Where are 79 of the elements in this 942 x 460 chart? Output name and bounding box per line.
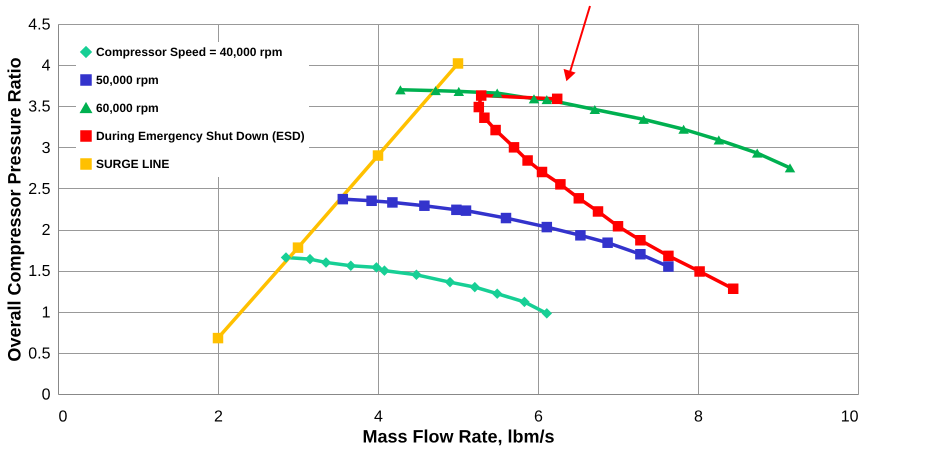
point	[752, 148, 762, 158]
point	[444, 276, 456, 288]
point	[212, 332, 224, 344]
x-axis-title: Mass Flow Rate, lbm/s	[362, 426, 555, 446]
point	[452, 58, 464, 69]
y-tick-label: 2.5	[28, 180, 51, 198]
point	[492, 288, 502, 299]
point	[280, 252, 292, 263]
point	[536, 166, 548, 178]
point	[542, 308, 552, 319]
point	[728, 284, 738, 294]
legend-label: 50,000 rpm	[96, 73, 159, 87]
point	[635, 248, 646, 260]
y-tick-label: 0.5	[28, 345, 51, 362]
point	[490, 124, 501, 136]
y-tick-label: 1	[42, 304, 51, 322]
point	[500, 212, 512, 224]
point	[460, 205, 472, 216]
x-tick-label: 2	[214, 408, 224, 426]
point	[542, 95, 552, 104]
point	[411, 270, 422, 280]
point	[694, 266, 705, 277]
point	[474, 102, 484, 112]
point	[575, 230, 586, 241]
point	[542, 222, 552, 232]
point	[519, 296, 530, 308]
point	[635, 235, 646, 246]
x-tick-label: 4	[374, 408, 384, 426]
point	[346, 260, 356, 271]
point	[366, 196, 377, 206]
point	[479, 112, 490, 123]
point	[663, 261, 674, 272]
point	[574, 193, 584, 204]
point	[592, 206, 604, 217]
point	[678, 124, 689, 134]
y-tick-label: 2	[42, 222, 51, 240]
y-axis-title: Overall Compressor Pressure Ratio	[4, 57, 24, 362]
point	[714, 135, 724, 144]
point	[371, 262, 382, 273]
y-tick-label: 3	[42, 140, 51, 157]
point	[379, 265, 390, 276]
point	[522, 155, 533, 166]
y-tick-label: 0	[42, 386, 51, 404]
point	[292, 242, 304, 253]
point	[784, 163, 796, 172]
point	[338, 194, 348, 204]
point	[470, 282, 480, 292]
point	[602, 237, 613, 248]
point	[372, 150, 384, 161]
legend-label: 60,000 rpm	[96, 101, 159, 115]
point	[555, 179, 566, 190]
legend-label: During Emergency Shut Down (ESD)	[96, 129, 305, 143]
point	[387, 197, 398, 208]
point	[430, 86, 441, 96]
y-tick-label: 4.5	[28, 16, 51, 34]
point	[419, 200, 430, 211]
point	[304, 254, 316, 264]
point	[476, 90, 486, 101]
x-tick-label: 8	[694, 408, 704, 426]
y-tick-label: 3.5	[28, 98, 51, 116]
x-tick-label: 10	[840, 408, 859, 426]
point	[638, 114, 649, 124]
y-tick-label: 1.5	[28, 263, 51, 280]
point	[451, 204, 462, 216]
point	[552, 94, 562, 104]
x-tick-label: 0	[58, 408, 68, 426]
legend-label: SURGE LINE	[96, 157, 170, 171]
legend-label: Compressor Speed = 40,000 rpm	[96, 45, 282, 59]
x-tick-label: 6	[534, 408, 544, 426]
point	[590, 104, 600, 114]
point	[492, 88, 502, 98]
point	[508, 142, 520, 153]
point	[663, 250, 674, 262]
point	[395, 85, 406, 94]
point	[528, 94, 540, 104]
point	[612, 221, 624, 232]
y-tick-label: 4	[42, 58, 51, 75]
point	[454, 86, 464, 96]
point	[320, 257, 332, 268]
